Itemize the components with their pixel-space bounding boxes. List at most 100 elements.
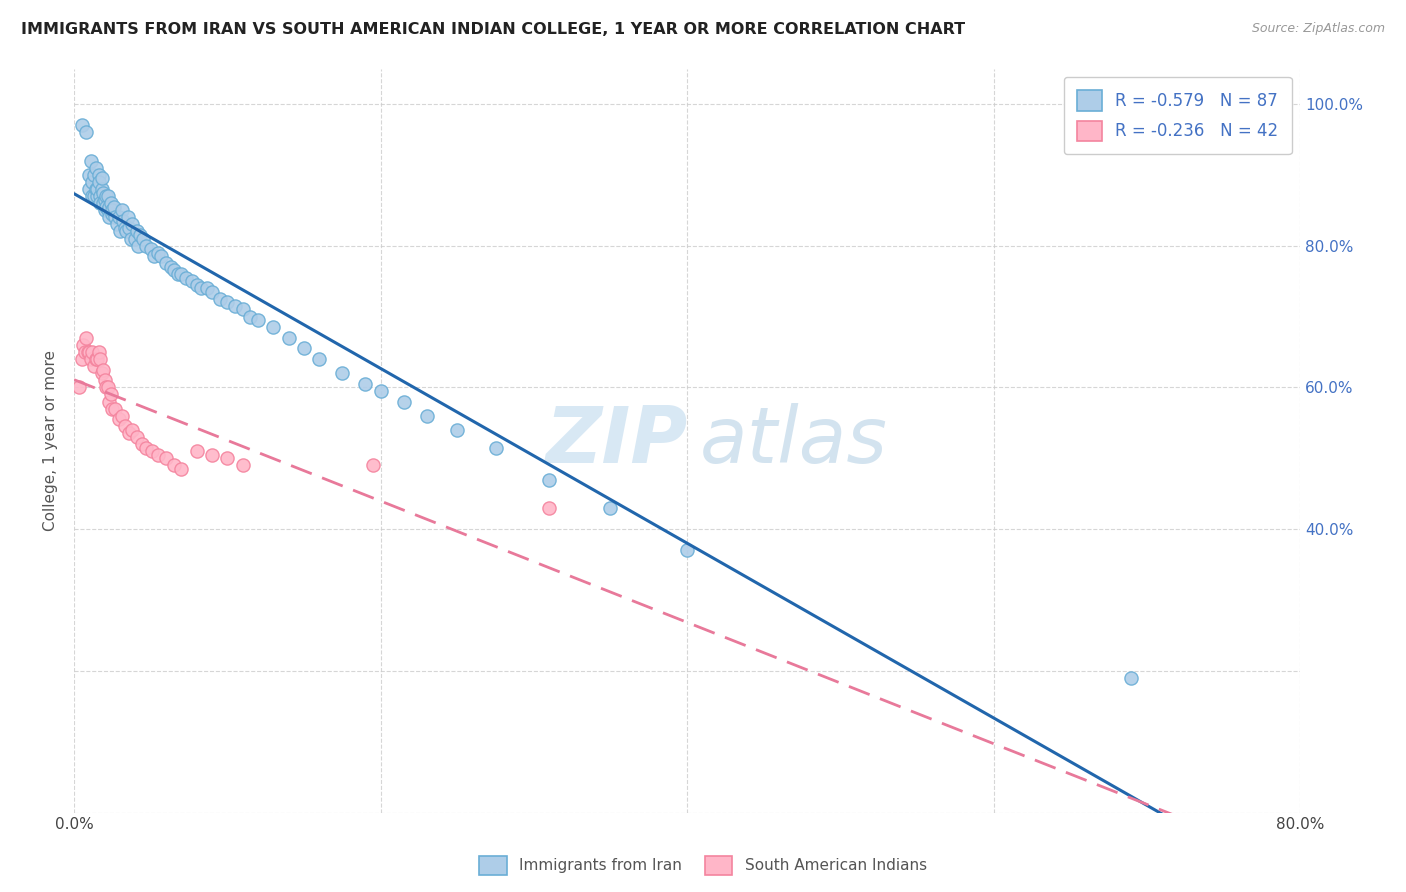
Point [103,200,125,214]
Point [83,359,105,373]
Point [201,448,224,462]
Point [97,189,120,203]
Point [93,203,115,218]
Point [392,394,415,409]
Point [120,231,142,245]
Point [538,473,561,487]
Text: atlas: atlas [699,402,887,478]
Point [89,189,111,203]
Point [330,366,353,380]
Point [159,260,181,274]
Point [127,238,149,252]
Point [80,153,103,168]
Point [90,366,112,380]
Point [90,171,112,186]
Point [98,394,121,409]
Point [83,189,105,203]
Point [114,419,136,434]
Point [155,451,177,466]
Point [75,331,97,345]
Point [117,211,139,225]
Point [89,352,111,367]
Point [87,175,110,189]
Point [101,203,124,218]
Point [91,362,114,376]
Point [125,225,148,239]
Point [135,441,157,455]
Point [97,203,120,218]
Point [148,245,170,260]
Point [361,458,384,473]
Point [90,182,112,196]
Point [141,444,163,458]
Point [72,338,94,352]
Point [67,380,90,394]
Point [208,292,231,306]
Point [82,345,104,359]
Legend: Immigrants from Iran, South American Indians: Immigrants from Iran, South American Ind… [474,850,932,880]
Point [110,203,132,218]
Point [354,376,377,391]
Point [108,225,131,239]
Point [124,231,146,245]
Point [246,313,269,327]
Point [86,189,108,203]
Point [91,186,114,200]
Point [97,380,120,394]
Point [167,267,190,281]
Point [70,118,93,132]
Point [170,462,193,476]
Text: IMMIGRANTS FROM IRAN VS SOUTH AMERICAN INDIAN COLLEGE, 1 YEAR OR MORE CORRELATIO: IMMIGRANTS FROM IRAN VS SOUTH AMERICAN I… [21,22,965,37]
Point [599,500,621,515]
Point [98,211,121,225]
Point [77,345,100,359]
Point [131,437,153,451]
Point [181,274,204,288]
Point [79,182,101,196]
Point [239,310,262,324]
Point [186,277,208,292]
Point [484,441,506,455]
Point [86,352,108,367]
Point [79,168,101,182]
Point [100,387,122,401]
Point [170,267,193,281]
Point [155,256,177,270]
Point [370,384,392,398]
Point [1121,671,1143,685]
Point [101,207,124,221]
Point [115,225,138,239]
Point [415,409,437,423]
Point [107,412,129,426]
Point [84,161,107,175]
Point [190,281,212,295]
Text: ZIP: ZIP [544,402,688,478]
Point [96,200,118,214]
Point [73,345,96,359]
Point [262,320,284,334]
Point [105,218,128,232]
Point [292,342,315,356]
Point [125,430,148,444]
Point [80,352,103,367]
Point [217,451,239,466]
Point [89,196,111,211]
Point [224,299,246,313]
Point [163,458,186,473]
Point [118,221,141,235]
Point [84,352,107,367]
Point [75,125,97,139]
Y-axis label: College, 1 year or more: College, 1 year or more [44,350,58,531]
Point [83,168,105,182]
Point [201,285,224,299]
Point [150,249,173,263]
Point [129,227,152,242]
Point [86,182,108,196]
Point [217,295,239,310]
Point [118,426,141,441]
Point [112,214,135,228]
Point [186,444,208,458]
Point [110,409,132,423]
Point [101,401,124,416]
Point [121,218,143,232]
